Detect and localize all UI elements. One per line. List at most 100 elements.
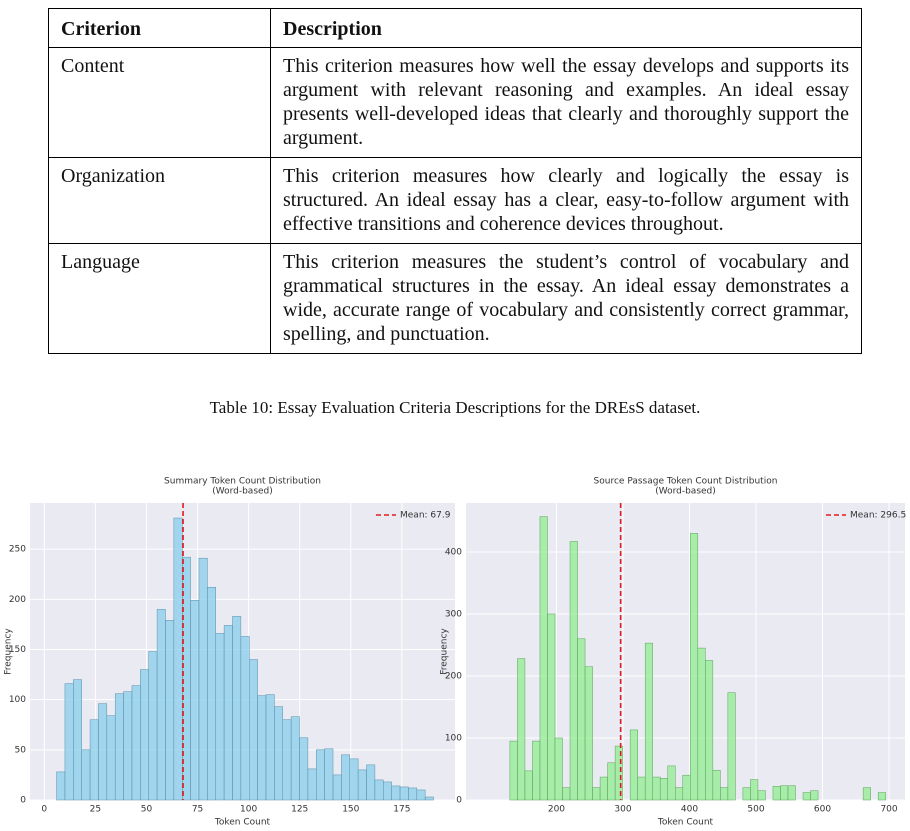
x-axis-label: Token Count [214,818,271,828]
bar [131,685,141,801]
bar [539,516,548,801]
bar [324,748,334,801]
y-tick-label: 200 [9,595,26,605]
bar [787,785,796,801]
bar [248,659,258,801]
chart-title: Summary Token Count Distribution [164,477,321,487]
bar [637,776,646,801]
bar [644,642,653,801]
bar [750,779,759,801]
bar [173,517,183,801]
y-tick-label: 100 [445,733,462,743]
bar [64,683,74,801]
bar [89,719,99,801]
bar [357,769,367,801]
x-tick-label: 600 [814,805,831,815]
charts: 0 50 100 150 200 250 0 25 50 75 100 125 150 175 Mean: … [4,477,907,828]
x-tick-label: 200 [548,805,565,815]
bar [780,785,789,801]
bar [106,715,116,801]
bar [584,666,593,801]
y-tick-label: 50 [15,745,27,755]
header-cell: Description [270,8,862,48]
bar [524,770,533,801]
bar [416,789,426,801]
bar [532,740,541,801]
bar [349,758,359,801]
bar [399,786,409,801]
caption: Table 10: Essay Evaluation Criteria Desc… [209,398,701,417]
bar [862,787,871,801]
bar [659,778,668,801]
bar [307,768,317,801]
x-tick-label: 300 [614,805,631,815]
bar [56,771,66,801]
bar [509,740,518,801]
row: Organization This criterion measures how … [48,157,862,244]
bar [682,774,691,801]
x-axis-label: Token Count [657,818,714,828]
bar [290,716,300,801]
bar [190,600,200,801]
bar [408,787,418,801]
bar [374,779,384,801]
bar [383,781,392,801]
bar [391,785,401,801]
x-tick-label: 0 [41,805,47,815]
bar [562,787,571,801]
bar [114,693,124,801]
y-tick-label: 150 [9,645,26,655]
header-cell: Criterion [48,8,271,48]
bar [554,737,563,801]
x-tick-label: 700 [880,805,897,815]
y-tick-label: 200 [445,671,462,681]
row: Content This criterion measures how well … [48,47,862,158]
bar [705,660,714,801]
bar [720,787,729,801]
bar [215,633,225,801]
bar [599,776,608,801]
bar [614,745,623,801]
x-tick-label: 500 [747,805,764,815]
bar [316,749,325,801]
bar [877,792,886,801]
bar [690,533,699,801]
bar [223,625,233,801]
bar [207,587,216,801]
bar [569,541,578,801]
bar [810,790,819,801]
criterion: Language [48,243,271,354]
bar [232,616,242,801]
bar [140,669,149,801]
y-axis-label: Frequency [4,628,14,675]
x-tick-label: 175 [393,805,410,815]
y-tick-label: 100 [9,695,26,705]
bar [547,613,556,801]
criteria-table: Criterion Description Content This criter… [48,8,862,354]
bar [156,609,166,801]
y-tick-label: 250 [9,545,26,555]
bar [757,790,766,801]
x-tick-label: 75 [192,805,203,815]
x-tick-label: 125 [291,805,308,815]
bar [712,769,721,801]
bar [772,786,781,801]
plot-background [466,503,905,800]
x-tick-label: 100 [240,805,257,815]
y-tick-label: 300 [445,609,462,619]
criterion: Content [48,47,271,158]
bar [98,703,108,801]
x-tick-label: 25 [90,805,101,815]
bar [727,692,736,801]
bar [366,764,376,801]
criterion: Organization [48,157,271,244]
y-axis-label: Frequency [440,628,450,675]
bar [274,706,284,801]
y-tick-label: 0 [456,796,462,806]
chart-title: (Word-based) [655,487,716,497]
bar [257,695,267,801]
bar [742,787,751,801]
y-tick-label: 0 [20,796,26,806]
bar [81,749,91,801]
legend-label: Mean: 67.9 [400,511,451,521]
